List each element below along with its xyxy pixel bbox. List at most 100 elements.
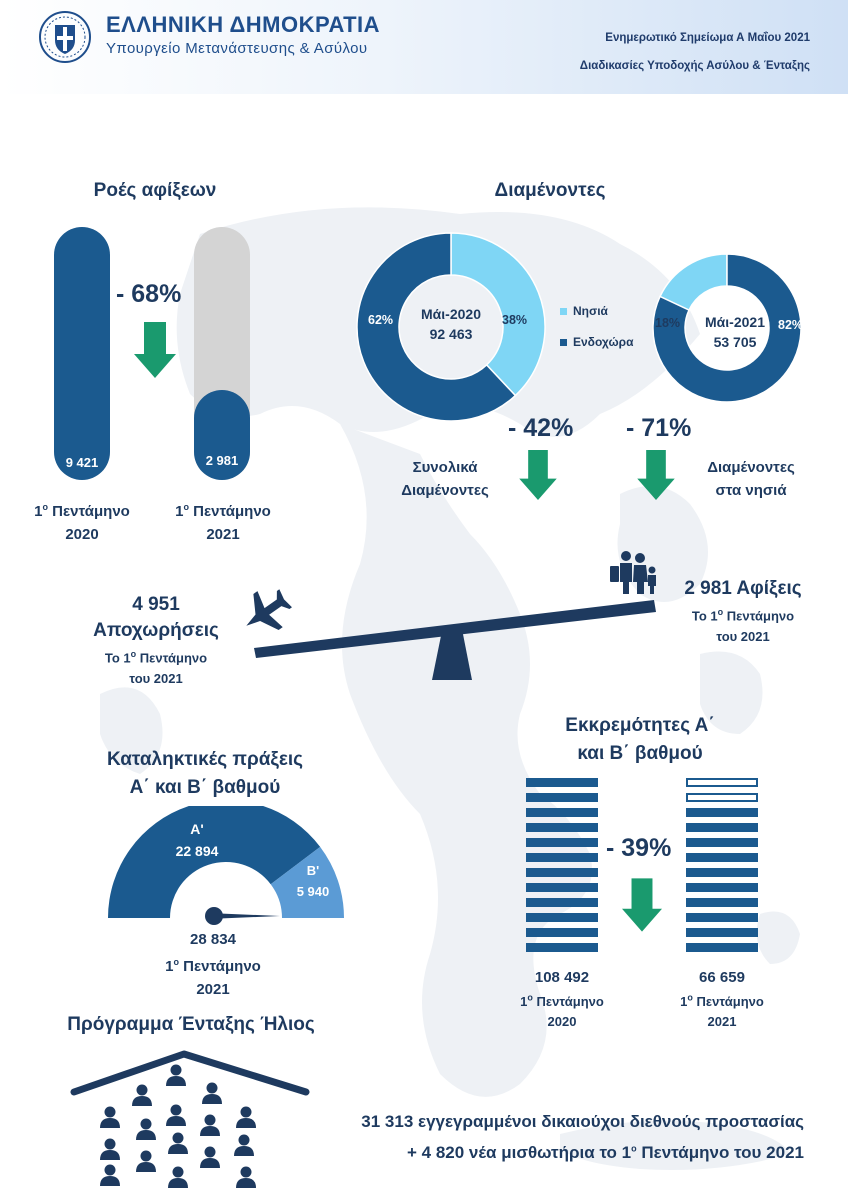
residents-islands-label: Διαμένοντες στα νησιά — [707, 459, 795, 499]
person-body — [168, 1144, 188, 1154]
pending-2021-value: 66 659 1ο Πεντάμηνο 2021 — [680, 969, 764, 1030]
pending-bar-segment — [526, 913, 598, 922]
donut-2020-islands-pct: 38% — [502, 313, 528, 327]
arrivals-bar-2020 — [54, 227, 110, 480]
person-head — [140, 1118, 152, 1130]
donut-2021-center: Μάι-2021 53 705 — [705, 314, 765, 350]
decisions-total: 28 834 1ο Πεντάμηνο 2021 — [165, 931, 261, 998]
arrivals-title: Ροές αφίξεων — [93, 180, 217, 201]
document-subtitle: Διαδικασίες Υποδοχής Ασύλου & Ένταξης — [579, 60, 810, 72]
donut-2021-islands-pct: 18% — [655, 316, 681, 330]
person-head — [104, 1138, 116, 1150]
pending-bar-segment — [686, 928, 758, 937]
person-body — [132, 1096, 152, 1106]
coat-of-arms-logo — [38, 10, 92, 64]
pending-bar-segment — [526, 853, 598, 862]
donut-slice-mainland — [652, 253, 802, 403]
pending-bar-segment — [686, 808, 758, 817]
donut-chart-2021 — [652, 253, 802, 403]
pending-change: - 39% — [606, 834, 672, 862]
donut-2020-center: Μάι-2020 92 463 — [421, 306, 481, 342]
people-roof-icon — [70, 1050, 310, 1188]
person-head — [172, 1166, 184, 1178]
legend-mainland-swatch — [560, 339, 567, 346]
person-head — [136, 1084, 148, 1096]
arrivals-value-2021: 2 981 — [205, 453, 239, 468]
donut-chart-2020 — [356, 232, 546, 422]
arrivals-balance-block: 2 981 Αφίξεις Το 1ο Πεντάμηνο του 2021 — [658, 576, 828, 647]
person-body — [200, 1126, 220, 1136]
pending-bar-segment — [526, 943, 598, 952]
pending-bar-segment — [686, 778, 758, 787]
arrivals-bar-2021 — [194, 390, 250, 480]
helios-text: 31 313 εγγεγραμμένοι δικαιούχοι διεθνούς… — [310, 1108, 804, 1166]
departures-value: 4 951 — [132, 594, 180, 615]
person-head — [140, 1150, 152, 1162]
donut-2020-mainland-pct: 62% — [368, 313, 394, 327]
airplane-icon — [246, 589, 292, 631]
person-head — [104, 1106, 116, 1118]
pending-bar-segment — [526, 793, 598, 802]
header-banner — [0, 0, 848, 94]
decisions-gauge — [108, 806, 344, 925]
down-arrow-icon — [519, 450, 557, 500]
person-head — [170, 1104, 182, 1116]
legend-islands: Νησιά — [560, 302, 608, 320]
pending-bar-segment — [526, 883, 598, 892]
person-body — [136, 1162, 156, 1172]
pending-bar-segment — [526, 868, 598, 877]
pending-bar-segment — [686, 898, 758, 907]
person-body — [100, 1176, 120, 1186]
down-arrow-icon — [134, 322, 176, 378]
helios-beneficiaries: 31 313 εγγεγραμμένοι δικαιούχοι διεθνούς… — [361, 1112, 804, 1131]
pending-title: Εκκρεμότητες Α΄ και Β΄ βαθμού — [565, 715, 715, 764]
pending-bar-segment — [526, 928, 598, 937]
down-arrow-icon — [637, 450, 675, 500]
person-body — [136, 1130, 156, 1140]
arrivals-change: - 68% — [116, 280, 182, 308]
residents-total-change: - 42% — [508, 414, 574, 442]
person-body — [202, 1094, 222, 1104]
family-icon — [610, 551, 656, 594]
person-head — [238, 1134, 250, 1146]
document-title: Ενημερωτικό Σημείωμα Α Μαΐου 2021 — [605, 32, 810, 44]
balance-scale — [254, 600, 656, 680]
pending-stack-2021 — [686, 778, 758, 958]
departures-label: Αποχωρήσεις — [93, 620, 219, 641]
person-head — [170, 1064, 182, 1076]
departures-block: 4 951 Αποχωρήσεις Το 1ο Πεντάμηνο του 20… — [76, 592, 236, 689]
person-head — [206, 1082, 218, 1094]
donut-slice-mainland — [356, 232, 517, 422]
pending-bar-segment — [686, 868, 758, 877]
person-body — [166, 1116, 186, 1126]
person-body — [236, 1178, 256, 1188]
person-head — [104, 1164, 116, 1176]
pending-bar-segment — [686, 913, 758, 922]
residents-islands-change: - 71% — [626, 414, 692, 442]
departures-period: Το 1ο Πεντάμηνο του 2021 — [104, 649, 208, 687]
org-subtitle: Υπουργείο Μετανάστευσης & Ασύλου — [106, 40, 368, 57]
person-body — [100, 1118, 120, 1128]
gauge-segment-a — [108, 806, 321, 918]
residents-title: Διαμένοντες — [494, 180, 606, 201]
donut-slice-islands — [450, 232, 546, 397]
person-head — [204, 1114, 216, 1126]
person-head — [240, 1166, 252, 1178]
balance-arrivals-period: Το 1ο Πεντάμηνο του 2021 — [691, 607, 795, 645]
pending-bar-segment — [526, 823, 598, 832]
arrivals-value-2020: 9 421 — [65, 455, 99, 470]
person-body — [100, 1150, 120, 1160]
person-body — [234, 1146, 254, 1156]
legend-islands-swatch — [560, 308, 567, 315]
person-head — [204, 1146, 216, 1158]
pending-bar-segment — [686, 823, 758, 832]
pending-bar-segment — [686, 853, 758, 862]
person-body — [200, 1158, 220, 1168]
balance-arrivals-value: 2 981 Αφίξεις — [684, 578, 802, 599]
decisions-b-label: Β' 5 940 — [296, 863, 330, 899]
residents-total-label: Συνολικά Διαμένοντες — [401, 459, 489, 499]
pending-bar-segment — [686, 943, 758, 952]
pending-stack-2020 — [526, 778, 598, 958]
pending-bar-segment — [686, 793, 758, 802]
pending-bar-segment — [686, 838, 758, 847]
